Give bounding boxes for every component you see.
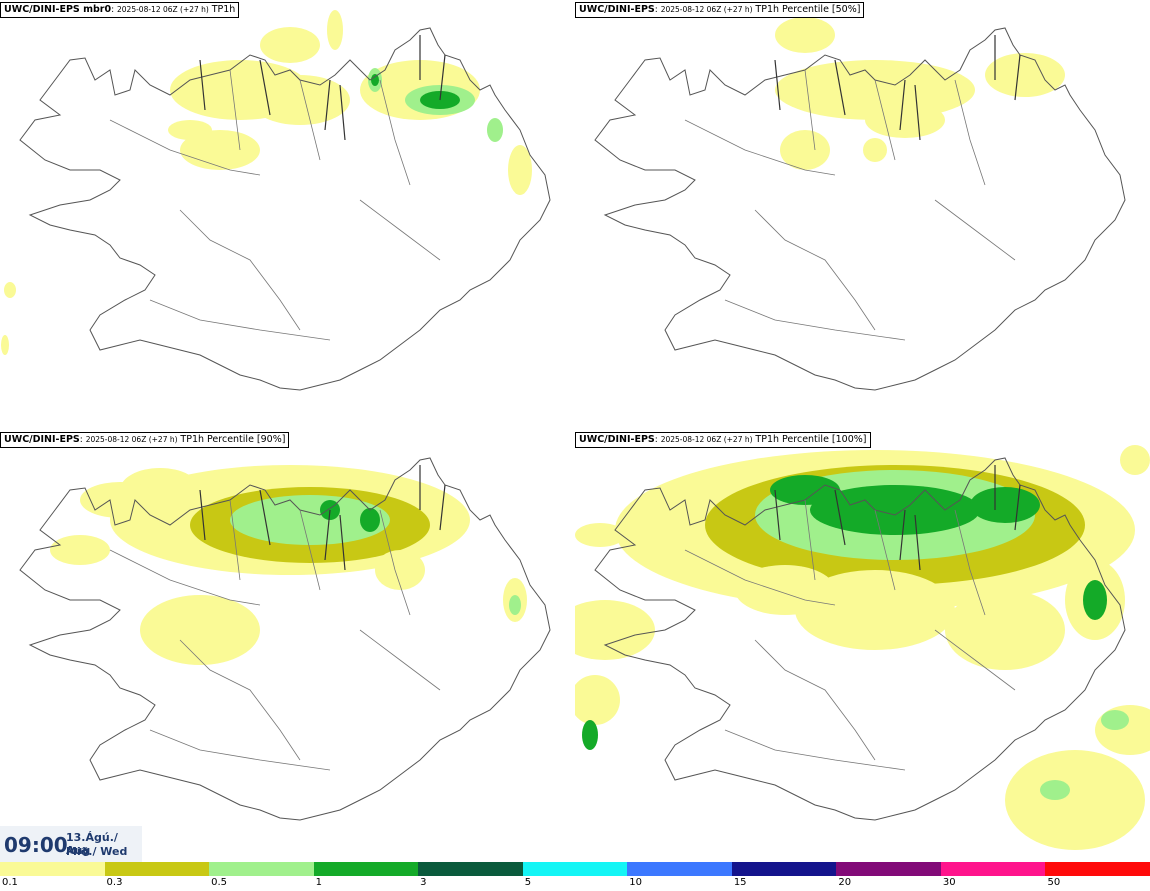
colorbar-swatch bbox=[1045, 862, 1150, 876]
map-panel-p100: UWC/DINI-EPS: 2025-08-12 06Z (+27 h) TP1… bbox=[575, 430, 1150, 860]
map-panel-member0: UWC/DINI-EPS mbr0: 2025-08-12 06Z (+27 h… bbox=[0, 0, 575, 430]
precip-area bbox=[775, 17, 835, 53]
precip-area bbox=[80, 482, 160, 518]
valid-date-line2: Mið./ Wed bbox=[66, 845, 128, 858]
precip-area bbox=[1120, 445, 1150, 475]
precip-area bbox=[582, 720, 598, 750]
colorbar-label: 30 bbox=[942, 877, 956, 888]
precip-area bbox=[1101, 710, 1129, 730]
precip-area bbox=[250, 75, 350, 125]
precip-area bbox=[945, 590, 1065, 670]
precip-area bbox=[970, 487, 1040, 523]
colorbar-swatch bbox=[940, 862, 1046, 876]
colorbar-swatch bbox=[104, 862, 210, 876]
colorbar-swatch bbox=[209, 862, 314, 876]
colorbar-labels: 0.1 0.3 0.5 1 3 5 10 15 20 30 50 bbox=[0, 877, 1150, 891]
valid-time-box: 09:00 13.Ágú./ Aug Mið./ Wed bbox=[0, 826, 142, 862]
colorbar-label: 1 bbox=[315, 877, 322, 888]
precip-area bbox=[509, 595, 521, 615]
precip-map bbox=[594, 17, 1126, 391]
colorbar-swatch bbox=[418, 862, 523, 876]
precip-area bbox=[487, 118, 503, 142]
precip-area bbox=[770, 475, 840, 505]
precip-map bbox=[1, 10, 551, 391]
map-panel-p50: UWC/DINI-EPS: 2025-08-12 06Z (+27 h) TP1… bbox=[575, 0, 1150, 430]
panel-title: UWC/DINI-EPS: 2025-08-12 06Z (+27 h) TP1… bbox=[0, 432, 290, 448]
colorbar-swatch bbox=[522, 862, 628, 876]
precip-area bbox=[327, 10, 343, 50]
map-panel-p90: UWC/DINI-EPS: 2025-08-12 06Z (+27 h) TP1… bbox=[0, 430, 575, 860]
precip-area bbox=[1, 335, 9, 355]
precip-area bbox=[985, 53, 1065, 97]
precip-area bbox=[780, 130, 830, 170]
precip-area bbox=[375, 550, 425, 590]
colorbar-label: 10 bbox=[629, 877, 642, 888]
colorbar-swatch bbox=[627, 862, 732, 876]
colorbar-swatch bbox=[731, 862, 837, 876]
colorbar-label: 3 bbox=[420, 877, 427, 888]
precip-area bbox=[575, 523, 625, 547]
precip-area bbox=[1005, 750, 1145, 850]
precip-map bbox=[575, 445, 1150, 850]
precip-area bbox=[1040, 780, 1070, 800]
precip-area bbox=[865, 102, 945, 138]
colorbar-label: 0.1 bbox=[2, 877, 18, 888]
colorbar-label: 0.3 bbox=[106, 877, 123, 888]
colorbar-label: 50 bbox=[1047, 877, 1061, 888]
precip-area bbox=[230, 495, 390, 545]
valid-date-line1: 13.Ágú./ Aug bbox=[66, 831, 118, 857]
valid-time: 09:00 bbox=[4, 833, 68, 857]
colorbar-swatch bbox=[313, 862, 419, 876]
precip-area bbox=[575, 600, 655, 660]
precip-area bbox=[260, 27, 320, 63]
colorbar-swatch bbox=[836, 862, 941, 876]
precip-area bbox=[810, 485, 980, 535]
precip-area bbox=[863, 138, 887, 162]
precip-area bbox=[575, 675, 620, 725]
panel-title: UWC/DINI-EPS mbr0: 2025-08-12 06Z (+27 h… bbox=[0, 2, 240, 18]
precip-area bbox=[508, 145, 532, 195]
colorbar-label: 20 bbox=[838, 877, 852, 888]
precip-area bbox=[140, 595, 260, 665]
precip-map bbox=[19, 457, 551, 821]
colorbar-label: 5 bbox=[524, 877, 532, 888]
colorbar-swatch bbox=[0, 862, 105, 876]
precip-area bbox=[943, 73, 967, 97]
precip-colorbar bbox=[0, 862, 1150, 876]
colorbar-label: 0.5 bbox=[211, 877, 227, 888]
precip-area bbox=[1083, 580, 1107, 620]
panel-title: UWC/DINI-EPS: 2025-08-12 06Z (+27 h) TP1… bbox=[575, 432, 871, 448]
colorbar-label: 15 bbox=[733, 877, 747, 888]
precip-area bbox=[168, 120, 212, 140]
panel-title: UWC/DINI-EPS: 2025-08-12 06Z (+27 h) TP1… bbox=[575, 2, 865, 18]
precip-area bbox=[360, 508, 380, 532]
precip-area bbox=[735, 565, 835, 615]
precip-area bbox=[50, 535, 110, 565]
precip-area bbox=[4, 282, 16, 298]
precip-area bbox=[371, 74, 379, 86]
